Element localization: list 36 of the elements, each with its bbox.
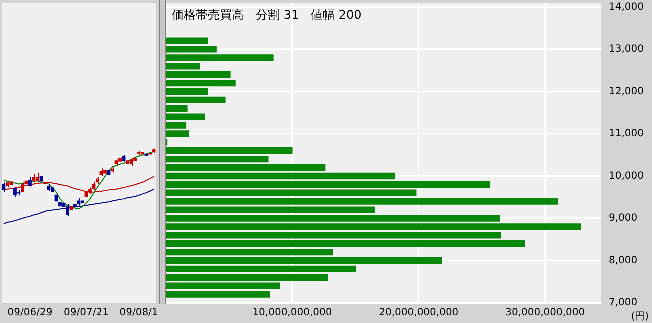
bar (166, 172, 396, 180)
bar (166, 164, 326, 172)
x-tick-label: 09/08/1 (120, 308, 158, 319)
y-tick-label: 9,000 (609, 213, 638, 224)
candlestick (66, 204, 70, 217)
bar (166, 181, 490, 188)
bar (166, 80, 236, 87)
bar (166, 88, 208, 96)
x-tick-label: 30,000,000,000 (506, 308, 586, 319)
y-tick-label: 8,000 (609, 255, 638, 266)
bar (166, 274, 328, 281)
candlestick (14, 188, 17, 198)
bar (166, 96, 226, 104)
bar (166, 257, 442, 264)
bar (166, 72, 231, 78)
x-tick-label: 10,000,000,000 (252, 308, 332, 319)
x-tick-label: 20,000,000,000 (379, 308, 459, 319)
bar (166, 190, 417, 196)
bar (166, 240, 526, 248)
bar (166, 156, 269, 163)
y-tick-label: 11,000 (609, 128, 644, 140)
y-axis-title: (円) (631, 312, 650, 323)
y-tick-label: 14,000 (609, 2, 644, 13)
text: 価格帯売買高 分割 31 値幅 200 (172, 8, 362, 22)
x-tick-label: 09/07/21 (64, 308, 109, 319)
bar (166, 105, 188, 112)
y-tick-label: 10,000 (609, 170, 644, 182)
bar (166, 266, 356, 273)
y-tick-label: 13,000 (609, 44, 644, 56)
bar (166, 248, 334, 256)
candlestick (28, 177, 32, 188)
y-tick-label: 12,000 (609, 86, 644, 98)
x-tick-label: 09/06/29 (8, 308, 53, 319)
candlestick (111, 167, 114, 174)
candlestick (77, 198, 81, 206)
y-tick-label: 7,000 (609, 298, 638, 309)
